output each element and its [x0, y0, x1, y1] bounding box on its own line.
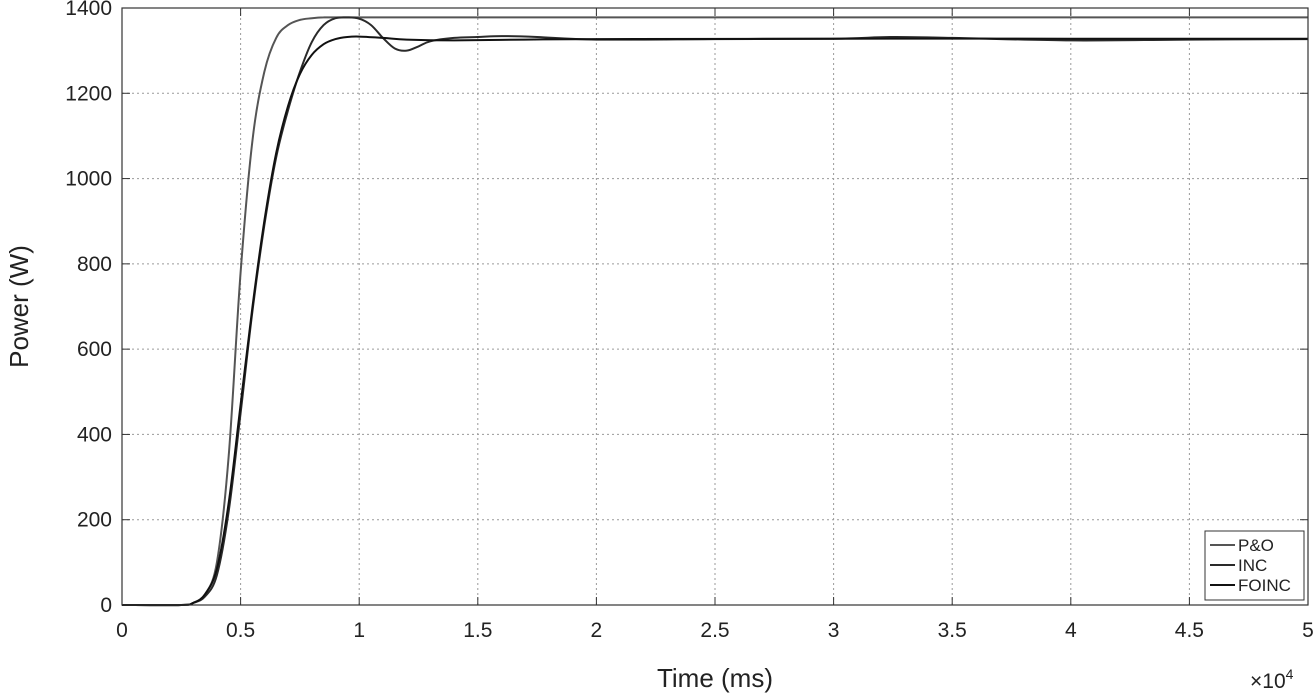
x-tick-label: 2.5: [700, 619, 729, 642]
y-axis-label: Power (W): [4, 245, 34, 368]
y-tick-label: 200: [77, 509, 112, 532]
y-tick-label: 800: [77, 253, 112, 276]
x-tick-label: 1.5: [463, 619, 492, 642]
x-tick-label: 3: [828, 619, 840, 642]
x-multiplier-base: ×10: [1250, 670, 1286, 693]
y-tick-label: 1400: [65, 0, 112, 20]
legend-label-foinc: FOINC: [1238, 576, 1291, 595]
y-tick-label: 1200: [65, 82, 112, 105]
x-tick-label: 2: [591, 619, 603, 642]
x-tick-label: 1: [353, 619, 365, 642]
y-tick-label: 0: [100, 594, 112, 617]
legend-label-p-o: P&O: [1238, 536, 1274, 555]
tick-labels: 0 0.5 1 1.5 2 2.5 3 3.5 4 4.5 5 0 200 400 600 800 1000 12…: [65, 0, 1314, 642]
series-line-foinc: [121, 35, 1308, 607]
y-tick-label: 400: [77, 423, 112, 446]
series-lines: [121, 16, 1309, 607]
x-multiplier-exponent: 4: [1286, 666, 1294, 682]
x-tick-label: 4: [1065, 619, 1077, 642]
axis-ticks: [121, 7, 1309, 606]
y-tick-label: 600: [77, 338, 112, 361]
x-tick-label: 5: [1302, 619, 1314, 642]
y-tick-label: 1000: [65, 168, 112, 191]
x-tick-label: 3.5: [938, 619, 967, 642]
x-tick-label: 0: [116, 619, 128, 642]
x-tick-label: 4.5: [1175, 619, 1204, 642]
x-axis-label: Time (ms): [657, 663, 773, 693]
series-line-p-o: [121, 16, 1308, 607]
x-tick-label: 0.5: [226, 619, 255, 642]
legend-label-inc: INC: [1238, 556, 1267, 575]
x-axis-multiplier: ×104: [1250, 666, 1294, 693]
